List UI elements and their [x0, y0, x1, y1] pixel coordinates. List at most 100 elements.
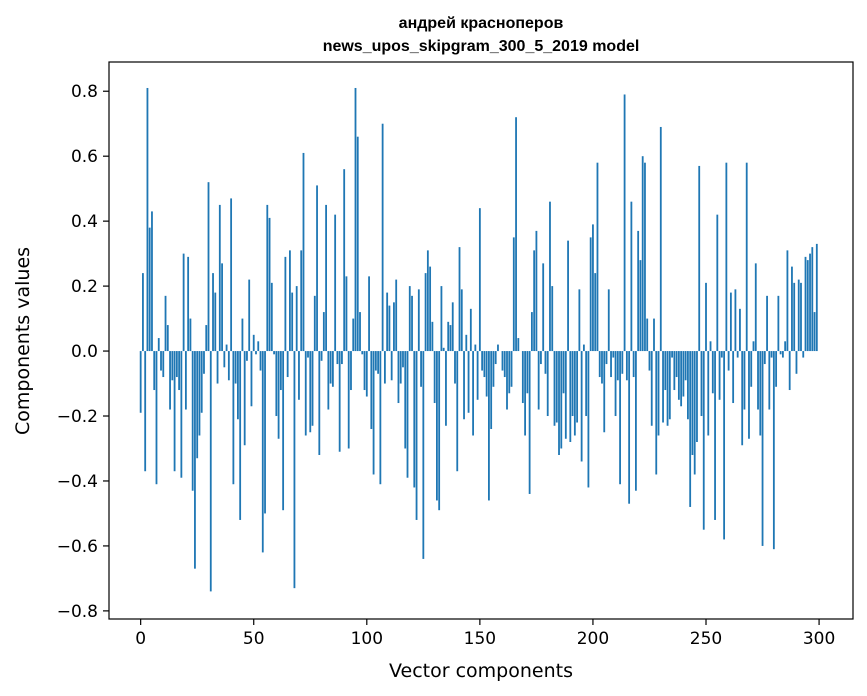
bar-73 [304, 351, 307, 436]
bar-284 [781, 351, 784, 358]
bar-158 [497, 344, 499, 352]
bar-89 [341, 351, 343, 365]
bar-248 [700, 351, 703, 417]
y-tick-label: −0.6 [57, 537, 98, 557]
bar-81 [322, 312, 325, 352]
bar-263 [734, 289, 737, 352]
bar-289 [793, 282, 796, 352]
bar-50 [252, 334, 255, 352]
bar-61 [277, 351, 280, 439]
bar-86 [334, 214, 337, 352]
bar-119 [408, 286, 411, 352]
bar-108 [383, 351, 386, 384]
bar-138 [451, 302, 454, 352]
bar-276 [763, 351, 766, 365]
bar-12 [166, 325, 169, 352]
bar-252 [709, 341, 712, 352]
bar-166 [515, 117, 517, 352]
bar-163 [508, 351, 511, 394]
bar-20 [184, 351, 187, 410]
bar-140 [456, 351, 459, 472]
bar-10 [162, 351, 165, 378]
bar-30 [207, 182, 210, 352]
bar-93 [350, 351, 352, 391]
bar-243 [689, 351, 692, 507]
x-tick-label: 150 [464, 629, 496, 649]
bar-14 [171, 351, 174, 381]
bar-16 [175, 351, 178, 378]
bar-211 [616, 351, 619, 381]
bar-282 [777, 295, 780, 352]
bar-259 [725, 162, 728, 352]
bar-170 [524, 351, 526, 436]
bar-218 [632, 351, 635, 378]
bar-228 [655, 351, 658, 475]
bar-250 [705, 282, 707, 352]
bar-196 [582, 344, 585, 352]
bar-288 [791, 266, 793, 352]
bar-110 [388, 305, 391, 352]
bar-78 [316, 185, 318, 352]
bar-221 [639, 260, 642, 352]
bar-43 [237, 351, 239, 420]
bar-8 [157, 338, 160, 352]
bar-245 [693, 351, 696, 475]
bar-136 [447, 321, 450, 352]
bar-194 [578, 289, 581, 352]
bar-208 [610, 351, 612, 378]
bar-239 [680, 351, 683, 407]
bar-246 [696, 351, 698, 442]
bar-178 [542, 263, 545, 352]
bar-113 [395, 279, 398, 352]
bar-128 [429, 266, 432, 352]
bar-283 [779, 351, 782, 355]
bar-56 [266, 204, 269, 352]
bar-171 [526, 351, 529, 394]
bar-31 [209, 351, 212, 592]
bar-132 [438, 351, 441, 511]
bar-24 [194, 351, 196, 569]
y-tick-label: 0.4 [71, 212, 98, 232]
bar-149 [476, 351, 479, 400]
bar-187 [562, 351, 565, 394]
bar-164 [510, 351, 513, 387]
bar-278 [768, 351, 771, 410]
bar-84 [329, 351, 332, 384]
bar-183 [553, 351, 556, 426]
bar-55 [264, 351, 266, 514]
bar-231 [662, 351, 664, 423]
bar-117 [404, 351, 407, 449]
bar-156 [492, 351, 495, 387]
bar-72 [302, 152, 305, 352]
bar-267 [743, 351, 746, 410]
bar-125 [422, 351, 425, 559]
bar-225 [648, 351, 651, 371]
bar-98 [361, 351, 364, 355]
bar-291 [797, 279, 800, 352]
bar-90 [343, 169, 346, 352]
bar-75 [309, 351, 312, 433]
bar-162 [506, 351, 508, 410]
bar-42 [234, 351, 237, 384]
bar-80 [320, 351, 323, 361]
bar-235 [671, 351, 673, 358]
bar-249 [702, 351, 705, 530]
y-tick-label: 0.0 [71, 342, 98, 362]
bar-275 [761, 351, 764, 546]
bar-68 [293, 351, 296, 589]
bar-145 [467, 351, 470, 413]
bar-198 [587, 351, 590, 488]
bar-205 [603, 351, 606, 433]
bar-244 [691, 351, 694, 455]
bar-175 [535, 230, 538, 352]
bar-193 [576, 351, 579, 423]
bar-290 [795, 351, 798, 374]
bar-165 [512, 237, 515, 352]
bar-172 [528, 351, 531, 494]
bar-63 [282, 351, 285, 511]
bar-95 [354, 87, 357, 352]
bar-271 [752, 341, 755, 352]
bar-224 [646, 318, 649, 352]
bar-202 [596, 162, 599, 352]
bar-135 [445, 351, 447, 426]
